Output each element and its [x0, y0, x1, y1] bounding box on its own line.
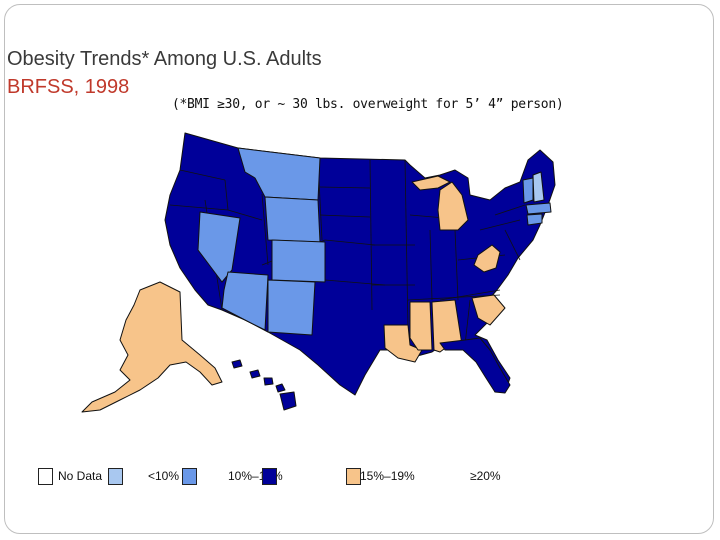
slide-frame: [4, 4, 714, 534]
state-new-mexico: [267, 279, 316, 336]
state-south-carolina: [471, 294, 506, 326]
bmi-footnote: (*BMI ≥30, or ~ 30 lbs. overweight for 5…: [172, 97, 564, 112]
state-hawaii: [231, 359, 297, 411]
state-florida: [439, 337, 511, 394]
state-vermont: [522, 177, 534, 204]
state-connecticut: [526, 213, 543, 226]
state-wyoming: [264, 196, 321, 243]
state-colorado: [271, 239, 326, 283]
state-arizona: [221, 271, 269, 331]
state-new-hampshire: [532, 171, 545, 203]
state-massachusetts: [525, 202, 552, 215]
slide-subtitle-source: BRFSS, 1998: [7, 76, 130, 98]
state-louisiana: [383, 324, 423, 363]
slide-title: Obesity Trends* Among U.S. Adults: [7, 48, 322, 70]
state-alaska: [81, 281, 223, 413]
state-michigan: [437, 181, 469, 231]
state-michigan-up: [411, 175, 451, 191]
state-mississippi: [409, 301, 433, 351]
state-west-virginia: [473, 244, 501, 273]
